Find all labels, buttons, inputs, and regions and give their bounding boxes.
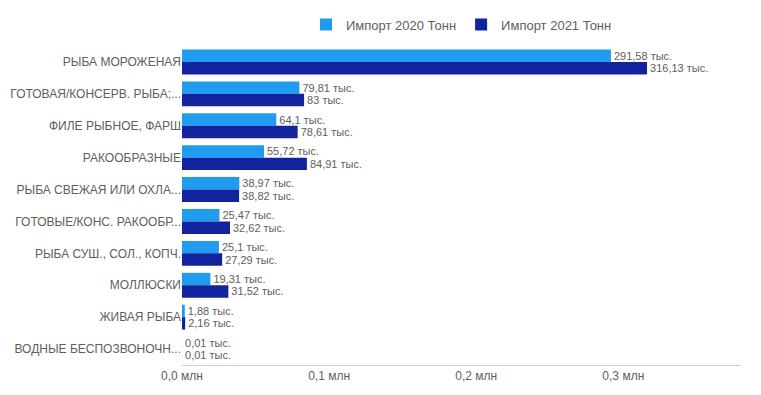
svg-text:МОЛЛЮСКИ: МОЛЛЮСКИ [110, 278, 181, 292]
svg-text:83 тыс.: 83 тыс. [307, 94, 344, 106]
svg-text:ГОТОВАЯ/КОНСЕРВ. РЫБА;...: ГОТОВАЯ/КОНСЕРВ. РЫБА;... [10, 87, 181, 101]
svg-text:31,52 тыс.: 31,52 тыс. [231, 285, 283, 297]
svg-text:Импорт 2020 Тонн: Импорт 2020 Тонн [346, 18, 456, 33]
svg-text:0,0 млн: 0,0 млн [161, 369, 203, 383]
svg-text:19,31 тыс.: 19,31 тыс. [213, 273, 265, 285]
svg-text:0,1 млн: 0,1 млн [308, 369, 350, 383]
svg-text:25,1 тыс.: 25,1 тыс. [222, 241, 268, 253]
svg-text:РАКООБРАЗНЫЕ: РАКООБРАЗНЫЕ [83, 151, 181, 165]
svg-text:0,2 млн: 0,2 млн [455, 369, 497, 383]
svg-text:ГОТОВЫЕ/КОНС. РАКООБР...: ГОТОВЫЕ/КОНС. РАКООБР... [15, 215, 181, 229]
svg-text:1,88 тыс.: 1,88 тыс. [188, 305, 234, 317]
svg-text:55,72 тыс.: 55,72 тыс. [267, 145, 319, 157]
svg-text:2,16 тыс.: 2,16 тыс. [188, 317, 234, 329]
svg-text:64,1 тыс.: 64,1 тыс. [279, 114, 325, 126]
svg-text:ФИЛЕ РЫБНОЕ, ФАРШ: ФИЛЕ РЫБНОЕ, ФАРШ [49, 119, 181, 133]
svg-text:38,82 тыс.: 38,82 тыс. [242, 190, 294, 202]
svg-text:291,58 тыс.: 291,58 тыс. [614, 50, 672, 62]
svg-text:316,13 тыс.: 316,13 тыс. [650, 62, 708, 74]
svg-text:РЫБА СВЕЖАЯ ИЛИ ОХЛА...: РЫБА СВЕЖАЯ ИЛИ ОХЛА... [17, 183, 181, 197]
svg-text:ЖИВАЯ РЫБА: ЖИВАЯ РЫБА [99, 310, 181, 324]
svg-text:Импорт 2021 Тонн: Импорт 2021 Тонн [501, 18, 611, 33]
svg-text:0,01 тыс.: 0,01 тыс. [185, 349, 231, 361]
svg-text:0,3 млн: 0,3 млн [602, 369, 644, 383]
svg-text:РЫБА МОРОЖЕНАЯ: РЫБА МОРОЖЕНАЯ [63, 55, 181, 69]
svg-text:84,91 тыс.: 84,91 тыс. [310, 158, 362, 170]
svg-text:32,62 тыс.: 32,62 тыс. [233, 222, 285, 234]
svg-text:25,47 тыс.: 25,47 тыс. [222, 209, 274, 221]
svg-text:38,97 тыс.: 38,97 тыс. [242, 177, 294, 189]
svg-text:0,01 тыс.: 0,01 тыс. [185, 337, 231, 349]
svg-text:27,29 тыс.: 27,29 тыс. [225, 254, 277, 266]
svg-text:78,61 тыс.: 78,61 тыс. [301, 126, 353, 138]
svg-text:79,81 тыс.: 79,81 тыс. [302, 82, 354, 94]
svg-text:ВОДНЫЕ БЕСПОЗВОНОЧН...: ВОДНЫЕ БЕСПОЗВОНОЧН... [14, 342, 181, 356]
svg-text:РЫБА СУШ., СОЛ., КОПЧ.: РЫБА СУШ., СОЛ., КОПЧ. [35, 247, 181, 261]
